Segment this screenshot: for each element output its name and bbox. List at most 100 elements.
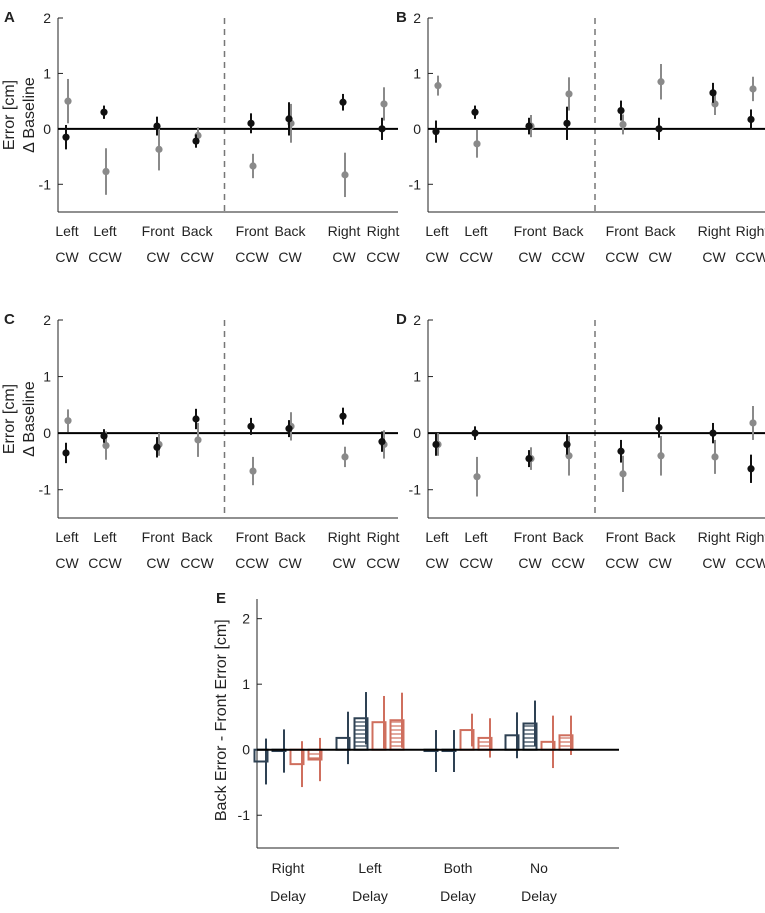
- category-label: Front: [236, 223, 269, 239]
- category-label: CCW: [366, 555, 400, 571]
- category-label: Left: [425, 223, 448, 239]
- data-point-gray: [249, 467, 257, 475]
- category-label: CW: [648, 249, 672, 265]
- data-point-black: [563, 440, 571, 449]
- y-axis-label: Error [cm]: [1, 80, 18, 150]
- data-point-black: [247, 422, 255, 430]
- category-label: Delay: [440, 888, 476, 904]
- data-point-black: [709, 89, 717, 97]
- data-point-black: [378, 438, 386, 446]
- category-label: CCW: [180, 555, 214, 571]
- category-label: Right: [272, 860, 305, 876]
- data-point-gray: [473, 473, 481, 481]
- data-point-gray: [341, 171, 349, 179]
- category-label: Left: [93, 223, 116, 239]
- data-point-gray: [657, 78, 665, 86]
- category-label: Right: [736, 529, 765, 545]
- category-label: Left: [55, 529, 78, 545]
- y-tick-label: -1: [409, 176, 422, 192]
- panel-label: B: [396, 9, 407, 26]
- y-axis-label: Error [cm]: [1, 384, 18, 454]
- data-point-black: [655, 423, 663, 432]
- category-label: CW: [518, 555, 542, 571]
- category-label: Right: [698, 223, 731, 239]
- data-point-black: [247, 119, 255, 127]
- data-point-gray: [657, 452, 665, 460]
- category-label: Back: [644, 529, 676, 545]
- category-label: Front: [514, 529, 547, 545]
- y-tick-label: 1: [413, 65, 421, 81]
- panel-label: E: [216, 590, 226, 607]
- data-point-gray: [249, 162, 257, 170]
- data-point-black: [285, 425, 293, 433]
- panel-d: D 210-1LeftCWLeftCCWFrontCWBackCCWFrontCC…: [396, 311, 765, 571]
- data-point-black: [709, 429, 717, 437]
- category-label: CW: [332, 555, 356, 571]
- y-tick-label: 1: [413, 369, 421, 385]
- data-point-black: [285, 115, 293, 123]
- category-label: Left: [464, 529, 487, 545]
- y-tick-label: -1: [238, 807, 251, 823]
- category-label: Left: [464, 223, 487, 239]
- y-tick-label: 2: [413, 312, 421, 328]
- category-label: CCW: [459, 555, 493, 571]
- category-label: Back: [181, 529, 213, 545]
- category-label: Front: [606, 223, 639, 239]
- data-point-gray: [155, 145, 163, 153]
- data-point-black: [525, 455, 533, 463]
- category-label: Right: [698, 529, 731, 545]
- y-tick-label: 0: [413, 425, 421, 441]
- data-point-gray: [194, 436, 202, 444]
- panel-b: B 210-1LeftCWLeftCCWFrontCWBackCCWFrontCC…: [396, 9, 765, 265]
- data-point-black: [617, 447, 625, 455]
- data-point-black: [655, 125, 663, 133]
- data-point-gray: [102, 167, 110, 176]
- category-label: CW: [702, 555, 726, 571]
- category-label: CW: [518, 249, 542, 265]
- data-point-gray: [711, 453, 719, 461]
- data-point-gray: [565, 90, 573, 98]
- category-label: CW: [278, 249, 302, 265]
- category-label: CW: [425, 555, 449, 571]
- data-point-black: [153, 443, 161, 451]
- y-tick-label: 1: [242, 676, 250, 692]
- category-label: Front: [514, 223, 547, 239]
- panel-e: E2 1 0 -1 Back Error - Front Error [cm] Right…: [213, 590, 619, 904]
- category-label: CW: [146, 555, 170, 571]
- y-axis-label: Δ Baseline: [21, 381, 38, 457]
- category-label: Left: [358, 860, 381, 876]
- data-point-gray: [749, 85, 757, 93]
- panel-label: D: [396, 311, 407, 328]
- panel-c: C 2 1 0 -1 Error [cm] Δ Baseline Left CW Left CCW F…: [1, 311, 401, 571]
- data-point-black: [378, 125, 386, 133]
- category-label: CCW: [88, 555, 122, 571]
- panel-a: A 2 1 0 -1 Error [cm] Δ Baseline Left CW Left CCW F…: [1, 9, 401, 265]
- category-label: Back: [274, 223, 306, 239]
- data-point-black: [100, 108, 108, 116]
- data-point-gray: [619, 470, 627, 478]
- data-point-gray: [341, 453, 349, 461]
- data-point-gray: [64, 417, 72, 425]
- data-point-gray: [749, 419, 757, 427]
- y-tick-label: 2: [43, 10, 51, 26]
- category-label: Right: [736, 223, 765, 239]
- category-label: Front: [606, 529, 639, 545]
- data-point-black: [192, 415, 200, 423]
- data-point-gray: [64, 97, 72, 105]
- data-point-black: [432, 128, 440, 136]
- category-label: Back: [552, 529, 584, 545]
- data-point-black: [153, 122, 161, 130]
- category-label: CW: [55, 249, 79, 265]
- data-point-black: [563, 119, 571, 127]
- y-axis-label: Δ Baseline: [21, 77, 38, 153]
- data-point-black: [747, 115, 755, 124]
- category-label: CCW: [605, 555, 639, 571]
- data-point-black: [62, 133, 70, 141]
- data-point-black: [339, 98, 347, 106]
- category-label: CW: [55, 555, 79, 571]
- y-tick-label: 1: [43, 369, 51, 385]
- category-label: Right: [367, 529, 400, 545]
- data-point-black: [617, 106, 625, 115]
- data-point-gray: [473, 140, 481, 148]
- category-label: Front: [142, 223, 175, 239]
